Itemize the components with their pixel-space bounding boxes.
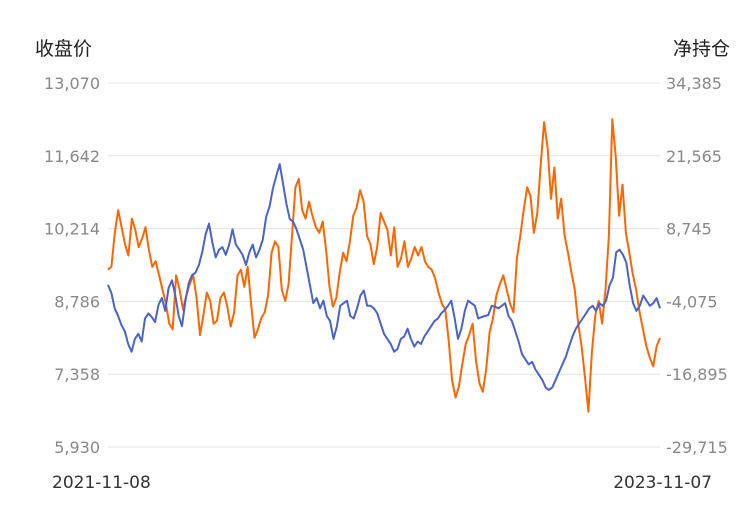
left-tick-label: 7,358 — [54, 365, 100, 384]
series-layer — [107, 118, 661, 413]
right-tick-label: -4,075 — [666, 292, 718, 311]
left-tick-label: 11,642 — [44, 147, 100, 166]
right-tick-label: 34,385 — [666, 74, 722, 93]
right-axis-title: 净持仓 — [673, 38, 730, 60]
left-tick-label: 5,930 — [54, 438, 100, 457]
axis-labels: 收盘价 净持仓 2021-11-08 2023-11-07 13,070 34,3… — [35, 38, 730, 493]
gridlines — [108, 82, 660, 448]
left-tick-label: 8,786 — [54, 292, 100, 311]
right-tick-label: -29,715 — [666, 438, 728, 457]
left-axis-title: 收盘价 — [35, 38, 92, 60]
right-tick-label: -16,895 — [666, 365, 728, 384]
x-end-label: 2023-11-07 — [613, 473, 712, 493]
left-tick-label: 10,214 — [44, 220, 100, 239]
left-tick-label: 13,070 — [44, 74, 100, 93]
right-tick-label: 21,565 — [666, 147, 722, 166]
x-start-label: 2021-11-08 — [52, 473, 151, 493]
series-line-left-axis — [107, 163, 661, 391]
series-line-right-axis — [107, 118, 661, 413]
right-tick-label: 8,745 — [666, 220, 712, 239]
